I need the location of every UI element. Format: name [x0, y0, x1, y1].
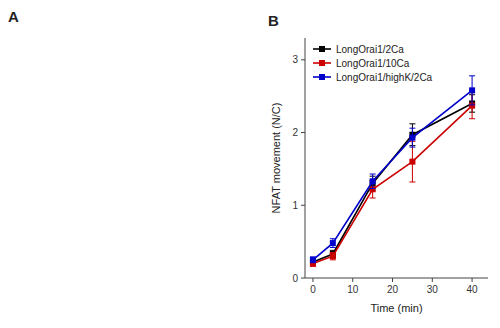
x-tick-label: 20 [387, 284, 399, 295]
error-bar [370, 176, 376, 191]
series [310, 76, 475, 263]
y-axis [305, 38, 306, 278]
error-cap [330, 238, 336, 239]
error-cap [409, 123, 415, 124]
y-axis-label: NFAT movement (N/C) [270, 103, 282, 214]
error-cap [409, 147, 415, 148]
series [310, 93, 475, 267]
legend-label: LongOrai1/highK/2Ca [336, 72, 433, 83]
x-tick [472, 278, 473, 282]
x-axis [305, 278, 488, 279]
error-bar [370, 174, 376, 189]
legend: LongOrai1/2Ca LongOrai1/10Ca LongOrai1/hig… [313, 44, 433, 83]
error-cap [370, 198, 376, 199]
error-cap [469, 118, 475, 119]
line [313, 90, 472, 259]
y-tick [301, 205, 305, 206]
y-tick [301, 278, 305, 279]
y-tick-label: 0 [292, 273, 298, 284]
x-tick [312, 278, 313, 282]
error-cap [330, 250, 336, 251]
x-tick-label: 0 [310, 284, 316, 295]
marker [330, 240, 336, 246]
x-tick [352, 278, 353, 282]
marker [409, 135, 415, 141]
legend-marker [319, 60, 325, 66]
error-bar [330, 239, 336, 248]
error-bar [469, 76, 475, 105]
y-tick-label: 3 [292, 54, 298, 65]
marker [310, 257, 316, 263]
x-axis-label: Time (min) [370, 302, 422, 314]
y-tick-label: 1 [292, 200, 298, 211]
panel-label: B [268, 12, 279, 29]
marker [409, 159, 415, 165]
x-tick-label: 10 [347, 284, 359, 295]
x-tick-label: 30 [427, 284, 439, 295]
y-tick-label: 2 [292, 127, 298, 138]
error-bar [330, 253, 336, 260]
error-cap [330, 252, 336, 253]
line [313, 106, 472, 264]
error-cap [330, 259, 336, 260]
chart: A B 0 10 20 30 40 0 1 2 3 Time (min) NFAT movement (… [0, 0, 500, 328]
error-cap [370, 174, 376, 175]
x-tick-label: 40 [467, 284, 479, 295]
error-cap [330, 247, 336, 248]
y-tick [301, 59, 305, 60]
legend-marker [319, 46, 325, 52]
x-tick [432, 278, 433, 282]
error-cap [409, 128, 415, 129]
legend-label: LongOrai1/2Ca [336, 44, 404, 55]
error-cap [370, 188, 376, 189]
legend-marker [319, 74, 325, 80]
marker [370, 178, 376, 184]
error-cap [469, 75, 475, 76]
x-tick [392, 278, 393, 282]
error-bar [409, 141, 415, 182]
y-tick [301, 132, 305, 133]
plot-area [310, 76, 475, 267]
error-bar [310, 257, 316, 263]
error-bar [409, 128, 415, 147]
marker [330, 253, 336, 259]
legend-label: LongOrai1/10Ca [336, 58, 410, 69]
marker [469, 87, 475, 93]
error-cap [469, 104, 475, 105]
panel-label: A [8, 8, 19, 25]
error-cap [409, 182, 415, 183]
